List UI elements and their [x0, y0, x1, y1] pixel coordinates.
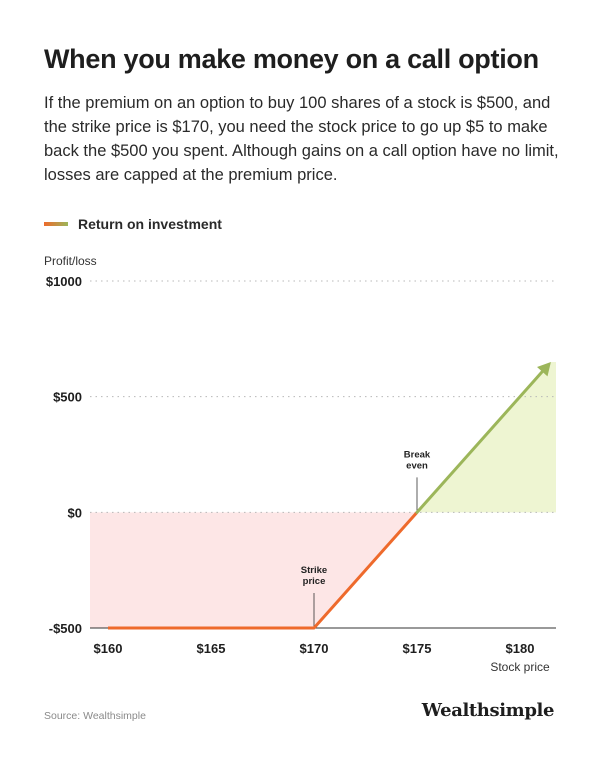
loss-region: [90, 512, 417, 628]
y-axis-title: Profit/loss: [44, 254, 97, 268]
y-tick-label: $0: [68, 505, 82, 520]
x-tick-label: $165: [197, 641, 226, 656]
chart-title: When you make money on a call option: [44, 44, 539, 74]
x-tick-label: $160: [94, 641, 123, 656]
x-tick-label: $180: [506, 641, 535, 656]
legend-label: Return on investment: [78, 216, 222, 232]
y-tick-label: -$500: [49, 621, 82, 636]
x-tick-label: $170: [300, 641, 329, 656]
chart-description: If the premium on an option to buy 100 s…: [44, 94, 559, 184]
series-line-loss: [108, 511, 419, 630]
brand-logo: Wealthsimple: [421, 700, 555, 721]
x-tick-label: $175: [403, 641, 432, 656]
source-note: Source: Wealthsimple: [44, 710, 146, 722]
series-arrowhead: [537, 361, 551, 377]
y-tick-label: $500: [53, 390, 82, 405]
x-axis-title: Stock price: [490, 660, 550, 674]
legend-swatch: [44, 222, 68, 226]
legend: Return on investment: [44, 214, 222, 234]
strike-price-label: Strike price: [301, 565, 327, 587]
series-line-gain: [415, 370, 544, 514]
break-even-label: Break even: [404, 449, 431, 471]
y-tick-label: $1000: [46, 274, 82, 289]
